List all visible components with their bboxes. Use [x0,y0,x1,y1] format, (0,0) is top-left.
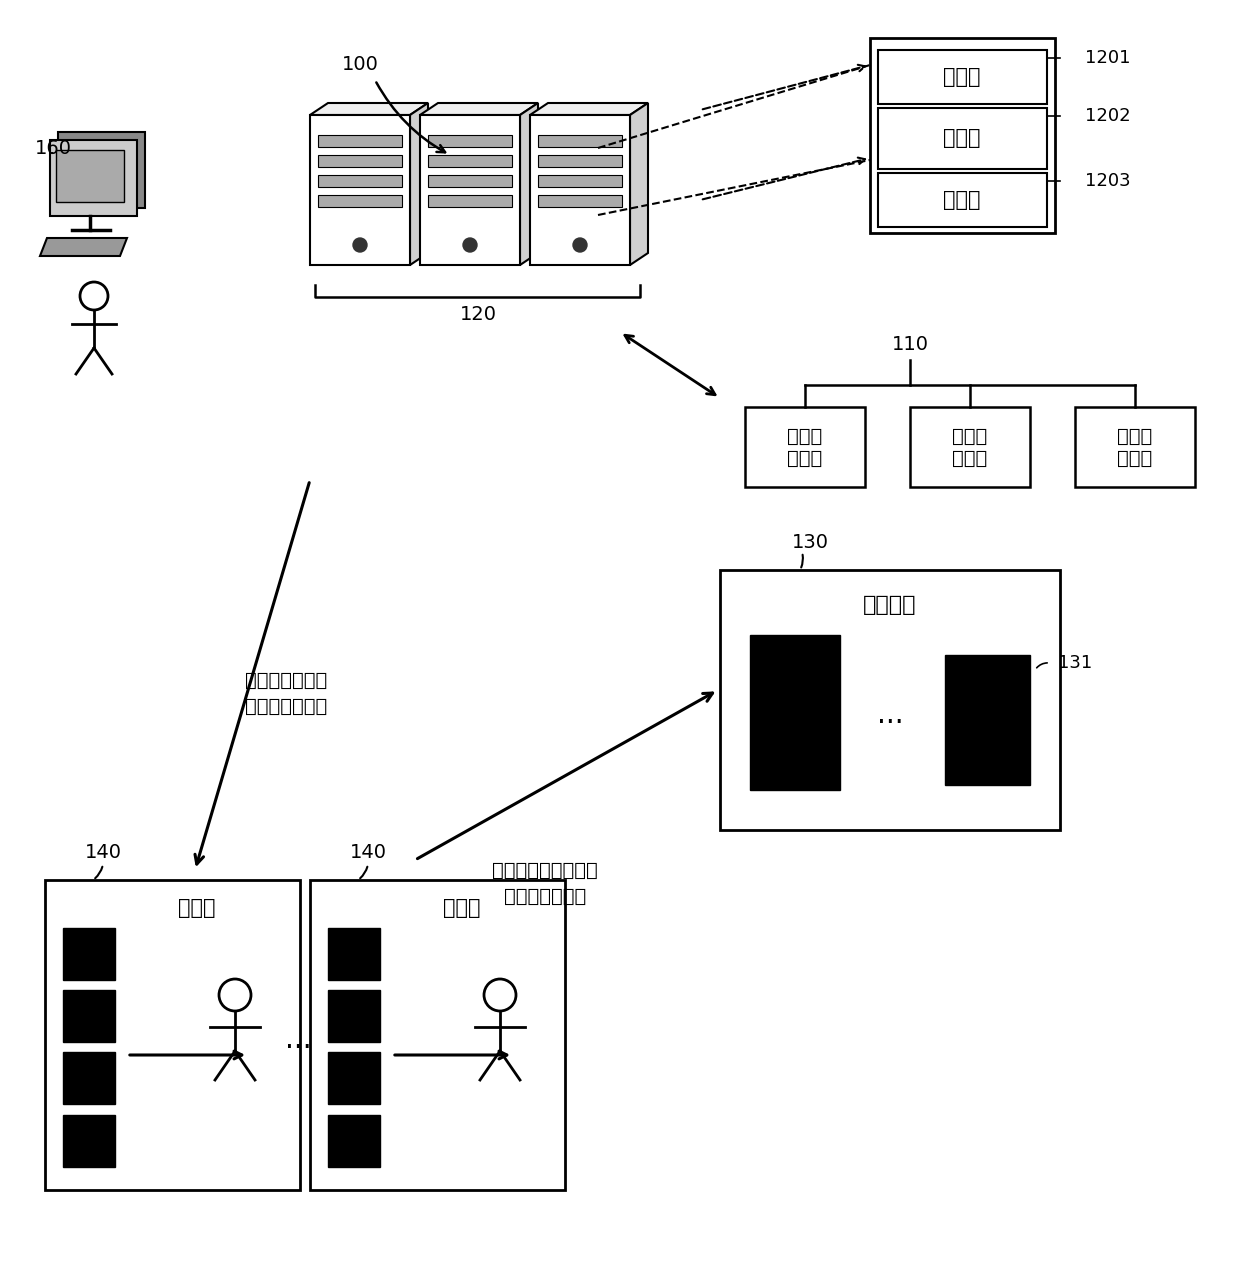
Bar [63,1052,115,1105]
Bar [878,172,1047,227]
Polygon shape [420,103,538,115]
Bar [45,880,300,1190]
Text: 自动机器人搬运: 自动机器人搬运 [246,670,327,690]
Bar [538,195,622,207]
Text: 自驱动
机器人: 自驱动 机器人 [1117,427,1153,467]
Bar [317,155,402,167]
Bar [720,570,1060,830]
Text: 容器返回的方向: 容器返回的方向 [503,886,587,905]
Polygon shape [520,103,538,266]
Text: 库存容器的方向: 库存容器的方向 [246,696,327,715]
Bar [1075,407,1195,487]
Bar [428,155,512,167]
Polygon shape [529,103,649,115]
Bar [329,1052,379,1105]
Text: 1203: 1203 [1085,172,1131,190]
Bar [63,1115,115,1167]
Polygon shape [50,140,136,216]
Polygon shape [310,103,428,115]
Text: 100: 100 [341,55,378,74]
Bar [329,928,379,979]
Text: 120: 120 [460,305,496,324]
Bar [745,407,866,487]
Text: 工作站: 工作站 [443,898,481,918]
Bar [56,149,124,202]
Bar [910,407,1030,487]
Bar [870,38,1055,232]
Text: 存储器: 存储器 [944,128,981,148]
Text: 140: 140 [350,843,387,862]
Text: 160: 160 [35,138,72,157]
Bar [538,175,622,186]
Text: 131: 131 [1058,654,1092,672]
Bar [538,155,622,167]
Text: 1202: 1202 [1085,107,1131,125]
Polygon shape [529,115,630,266]
Circle shape [573,238,587,252]
Circle shape [463,238,477,252]
Bar [63,990,115,1042]
Text: ...: ... [285,1025,311,1054]
Polygon shape [58,132,145,208]
Text: 自动机器人搬运库存: 自动机器人搬运库存 [492,861,598,880]
Bar [750,635,839,790]
Bar [310,880,565,1190]
Text: 工作站: 工作站 [179,898,216,918]
Polygon shape [40,238,126,255]
Bar [329,990,379,1042]
Bar [878,50,1047,103]
Text: 1201: 1201 [1085,49,1131,66]
Text: 110: 110 [892,336,929,355]
Text: 自驱动
机器人: 自驱动 机器人 [787,427,822,467]
Text: ...: ... [877,701,903,729]
Text: 140: 140 [84,843,122,862]
Text: 订单池: 订单池 [944,190,981,209]
Text: 自驱动
机器人: 自驱动 机器人 [952,427,987,467]
Text: 130: 130 [791,533,828,552]
Text: 处理器: 处理器 [944,66,981,87]
Bar [538,135,622,147]
Bar [428,195,512,207]
Bar [329,1115,379,1167]
Polygon shape [630,103,649,266]
Bar [317,135,402,147]
Bar [428,175,512,186]
Bar [878,109,1047,169]
Circle shape [353,238,367,252]
Bar [317,195,402,207]
Text: 库存容器: 库存容器 [863,595,916,616]
Polygon shape [410,103,428,266]
Bar [428,135,512,147]
Polygon shape [310,115,410,266]
Bar [317,175,402,186]
Polygon shape [420,115,520,266]
Bar [63,928,115,979]
Bar [945,655,1030,785]
